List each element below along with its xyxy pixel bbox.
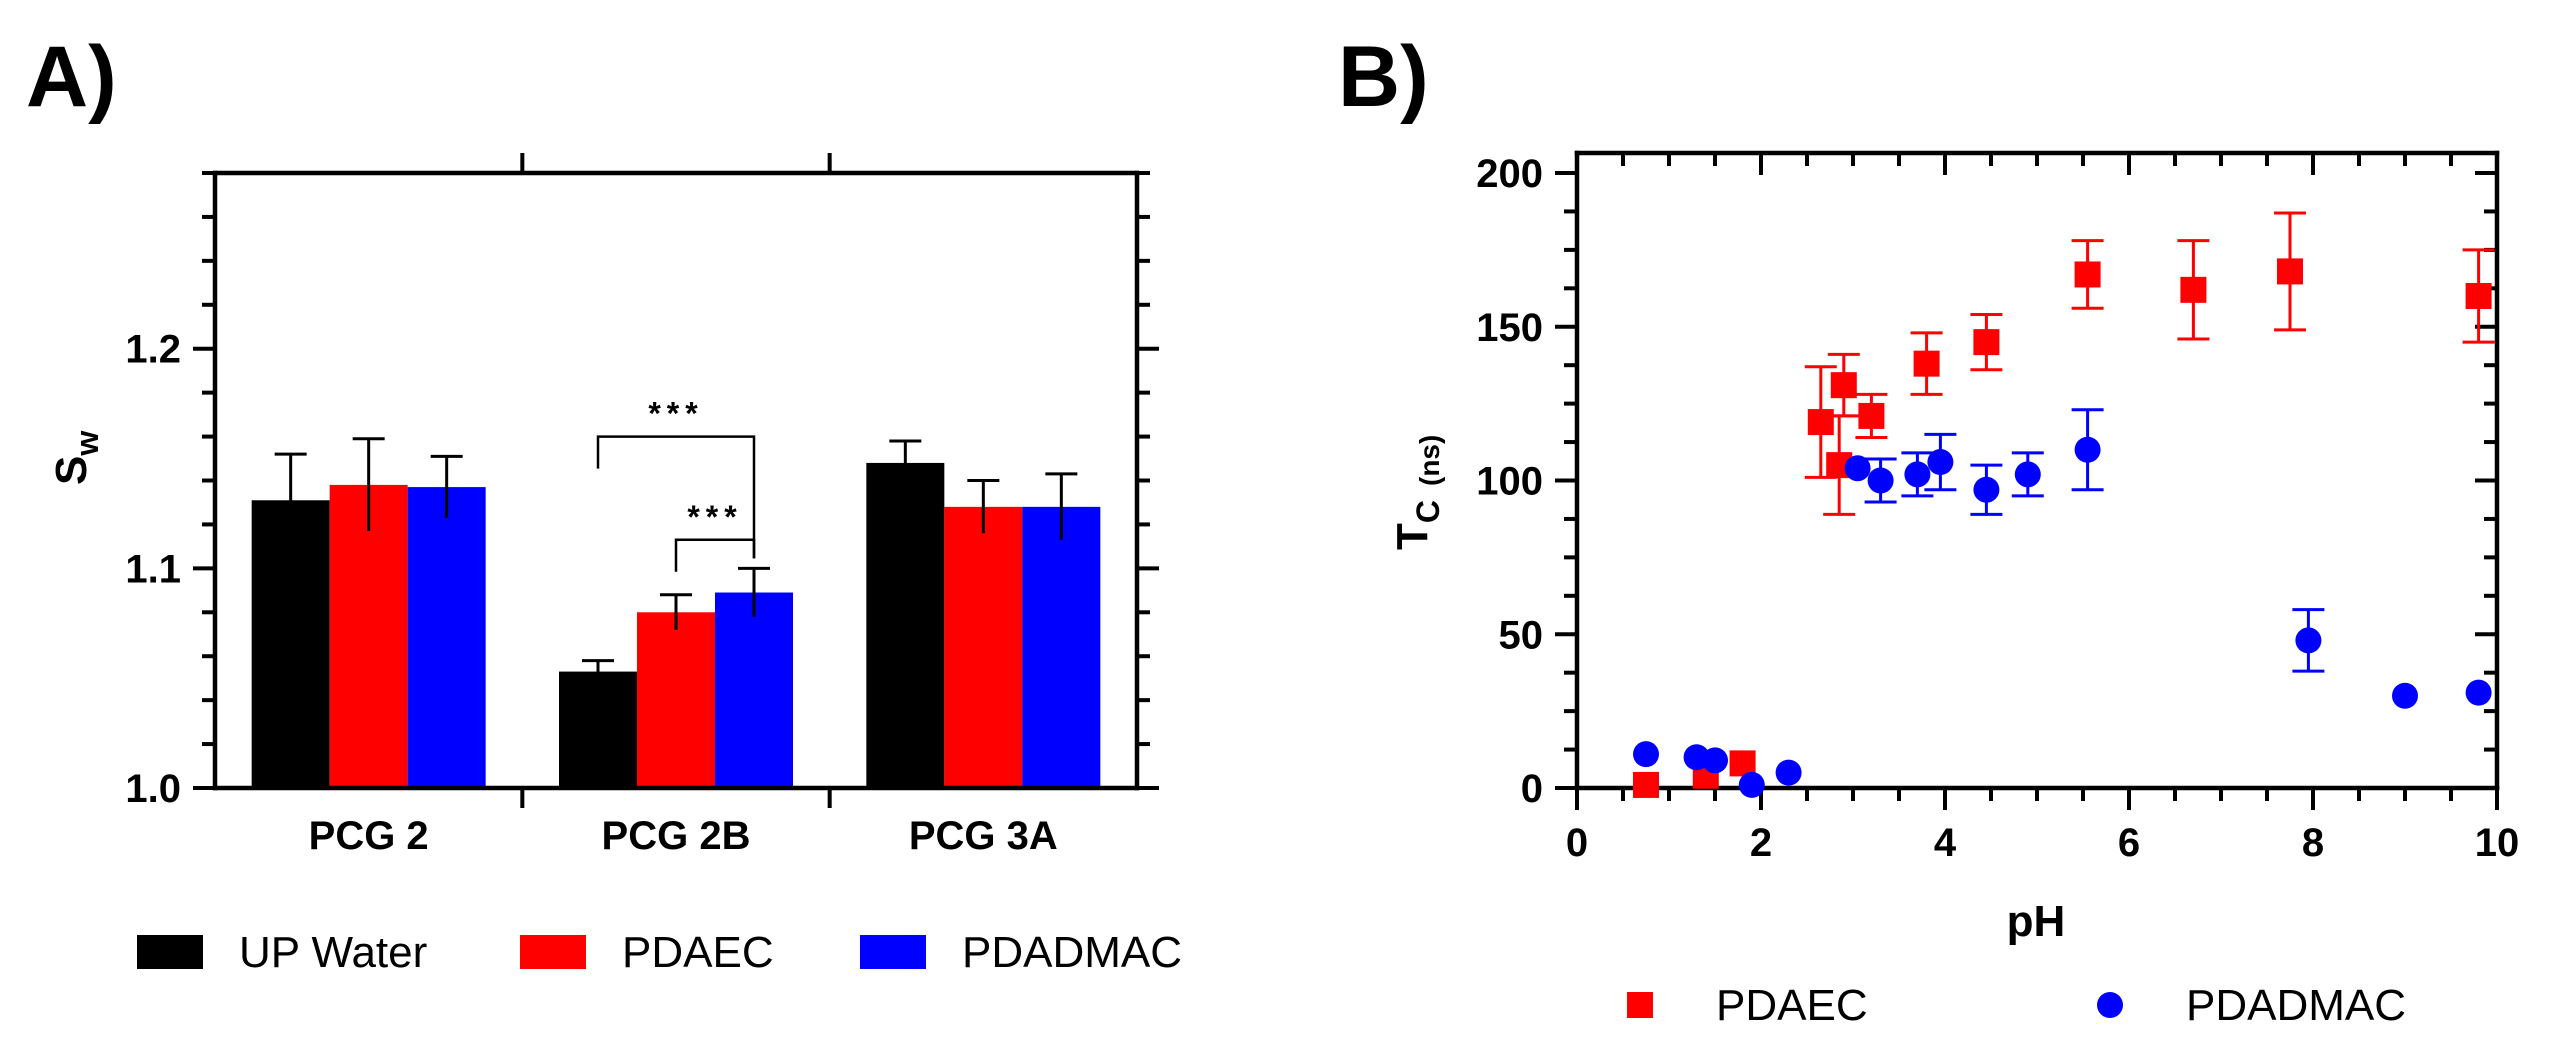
panel-a-frame: 1.0 1.1 1.2 PCG 2 PCG 2B PCG 3A	[125, 153, 1159, 858]
x-tick-label-pcg-2: PCG 2	[309, 814, 429, 858]
x-tick-label-pcg-3a: PCG 3A	[909, 814, 1058, 858]
point-pdadmac	[1973, 476, 2000, 503]
significance-label: ***	[687, 499, 742, 535]
point-pdaec	[2277, 258, 2303, 285]
y-tick-label: 1.1	[125, 547, 181, 591]
point-pdadmac	[1738, 771, 1765, 798]
point-pdaec	[2180, 276, 2207, 303]
point-pdadmac	[1844, 455, 1871, 482]
panel-a-bars	[251, 437, 1101, 788]
point-pdadmac	[1633, 741, 1659, 768]
point-pdaec	[1973, 329, 2000, 356]
y-tick-label: 150	[1476, 306, 1543, 350]
point-pdadmac	[1927, 449, 1954, 476]
legend-label-pdaec: PDAEC	[1716, 981, 1868, 1030]
legend-marker-pdaec	[1627, 992, 1653, 1018]
point-pdaec	[2074, 261, 2101, 288]
point-pdadmac	[2465, 679, 2492, 706]
bar-up-water-pcg-2	[251, 500, 330, 788]
x-tick-label: 10	[2475, 821, 2520, 865]
legend-marker-pdadmac	[2097, 992, 2123, 1018]
significance-bracket	[596, 435, 756, 559]
legend-label-pdaec: PDAEC	[622, 928, 774, 977]
panel-b-y-axis-title-main: T	[1388, 523, 1437, 550]
y-tick-label: 100	[1476, 460, 1543, 504]
x-tick-label: 0	[1566, 821, 1588, 865]
point-pdadmac	[1904, 461, 1931, 488]
y-tick-label: 0	[1521, 767, 1543, 811]
point-pdadmac	[1775, 759, 1802, 786]
point-pdadmac	[1702, 747, 1728, 774]
panel-a-y-axis-title-main: S	[47, 456, 96, 485]
y-tick-label: 50	[1499, 613, 1544, 657]
legend-swatch-pdadmac	[860, 935, 926, 969]
panel-a-significance: *** ***	[596, 396, 756, 572]
panel-b-legend: PDAEC PDADMAC	[1627, 981, 2406, 1030]
x-tick-label: 4	[1934, 821, 1957, 865]
point-pdaec	[1633, 771, 1659, 798]
point-pdaec	[2465, 283, 2492, 309]
legend-label-pdadmac: PDADMAC	[2186, 981, 2406, 1030]
legend-swatch-pdaec	[520, 935, 586, 969]
legend-swatch-up-water	[137, 935, 203, 969]
point-pdaec	[1858, 402, 1885, 429]
legend-label-up-water: UP Water	[239, 928, 427, 977]
bar-pdaec-pcg-3a	[944, 506, 1023, 788]
significance-label: ***	[648, 396, 703, 432]
point-pdaec	[1807, 409, 1834, 436]
panel-b-x-axis-title: pH	[2007, 897, 2066, 946]
y-tick-label: 1.2	[125, 328, 181, 372]
x-tick-label: 8	[2302, 821, 2324, 865]
point-pdaec	[1913, 350, 1940, 377]
panel-a-legend: UP Water PDAEC PDADMAC	[137, 928, 1182, 977]
x-tick-label-pcg-2b: PCG 2B	[602, 814, 751, 858]
point-pdaec	[1830, 372, 1857, 399]
panel-a-label: A)	[26, 29, 117, 125]
bar-pdadmac-pcg-2	[407, 487, 486, 788]
y-tick-label: 200	[1476, 152, 1543, 196]
panel-b-points	[1633, 211, 2495, 798]
bar-up-water-pcg-2b	[559, 671, 637, 788]
panel-a-y-axis-title: Sw	[47, 431, 105, 485]
bar-pdaec-pcg-2b	[637, 612, 715, 788]
panel-b-y-axis-title-unit: (ns)	[1414, 435, 1445, 486]
panel-b-y-axis-title-sub: C	[1410, 500, 1446, 523]
bar-up-water-pcg-3a	[866, 462, 945, 788]
x-tick-label: 6	[2118, 821, 2140, 865]
point-pdadmac	[2014, 461, 2041, 488]
y-tick-label: 1.0	[125, 767, 181, 811]
x-tick-label: 2	[1750, 821, 1772, 865]
panel-b-label: B)	[1338, 29, 1429, 125]
point-pdadmac	[2295, 627, 2322, 654]
point-pdadmac	[2074, 436, 2101, 463]
panel-b-y-axis-title: TC (ns)	[1388, 435, 1446, 550]
legend-label-pdadmac: PDADMAC	[962, 928, 1182, 977]
significance-bracket	[674, 538, 756, 572]
bar-pdaec-pcg-2	[329, 484, 408, 788]
point-pdadmac	[2392, 682, 2418, 709]
point-pdadmac	[1867, 467, 1894, 494]
bar-pdadmac-pcg-2b	[715, 592, 793, 788]
panel-a-y-axis-title-sub: w	[69, 431, 105, 457]
bar-pdadmac-pcg-3a	[1022, 506, 1101, 788]
